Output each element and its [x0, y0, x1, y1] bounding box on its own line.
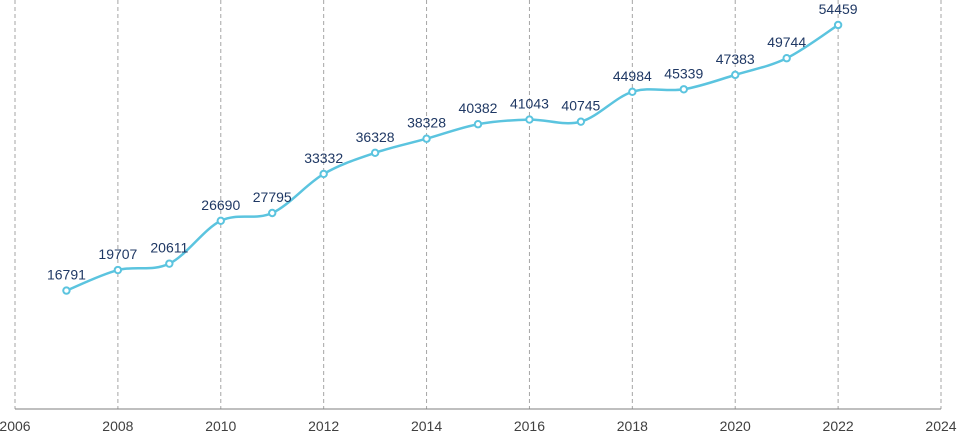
data-label: 54459 — [819, 1, 858, 17]
x-tick-label: 2014 — [411, 418, 442, 434]
x-tick-label: 2018 — [617, 418, 648, 434]
data-label: 40382 — [459, 100, 498, 116]
series-layer — [62, 20, 843, 295]
data-label: 26690 — [201, 197, 240, 213]
x-tick-label: 2016 — [514, 418, 545, 434]
x-tick-label: 2012 — [308, 418, 339, 434]
data-label: 19707 — [98, 246, 137, 262]
data-point — [62, 286, 71, 295]
data-label: 40745 — [561, 98, 600, 114]
data-point — [216, 216, 225, 225]
x-tick-label: 2010 — [205, 418, 236, 434]
data-point — [113, 265, 123, 275]
data-point — [782, 54, 791, 63]
data-label: 27795 — [253, 189, 292, 205]
data-label: 16791 — [47, 267, 86, 283]
data-label: 47383 — [716, 51, 755, 67]
data-label: 38328 — [407, 115, 446, 131]
data-point — [319, 169, 328, 179]
data-point — [731, 70, 740, 80]
x-tick-label: 2006 — [0, 418, 31, 434]
data-point — [679, 85, 688, 94]
series-line — [65, 23, 840, 292]
data-label: 44984 — [613, 68, 652, 84]
data-point — [833, 20, 843, 30]
data-label: 41043 — [510, 96, 549, 112]
data-point — [576, 117, 586, 126]
data-label: 36328 — [356, 129, 395, 145]
data-point — [165, 259, 174, 268]
data-point — [628, 87, 637, 96]
data-point — [525, 115, 534, 124]
data-label: 49744 — [767, 34, 806, 50]
data-point — [422, 134, 431, 143]
data-point — [268, 208, 277, 218]
x-axis: 2006 2008 2010 2012 2014 2016 2018 2020 2022 2024 — [0, 408, 957, 434]
data-label: 20611 — [150, 240, 188, 256]
grid-lines — [14, 0, 942, 409]
data-labels: 16791 19707 20611 26690 27795 33332 36328 38328… — [47, 1, 858, 283]
x-tick-label: 2024 — [925, 418, 956, 434]
x-tick-label: 2022 — [823, 418, 854, 434]
data-point — [473, 120, 483, 129]
data-label: 33332 — [304, 150, 343, 166]
x-tick-label: 2008 — [102, 418, 133, 434]
data-point — [370, 148, 380, 158]
data-label: 45339 — [664, 65, 703, 81]
x-tick-label: 2020 — [720, 418, 751, 434]
